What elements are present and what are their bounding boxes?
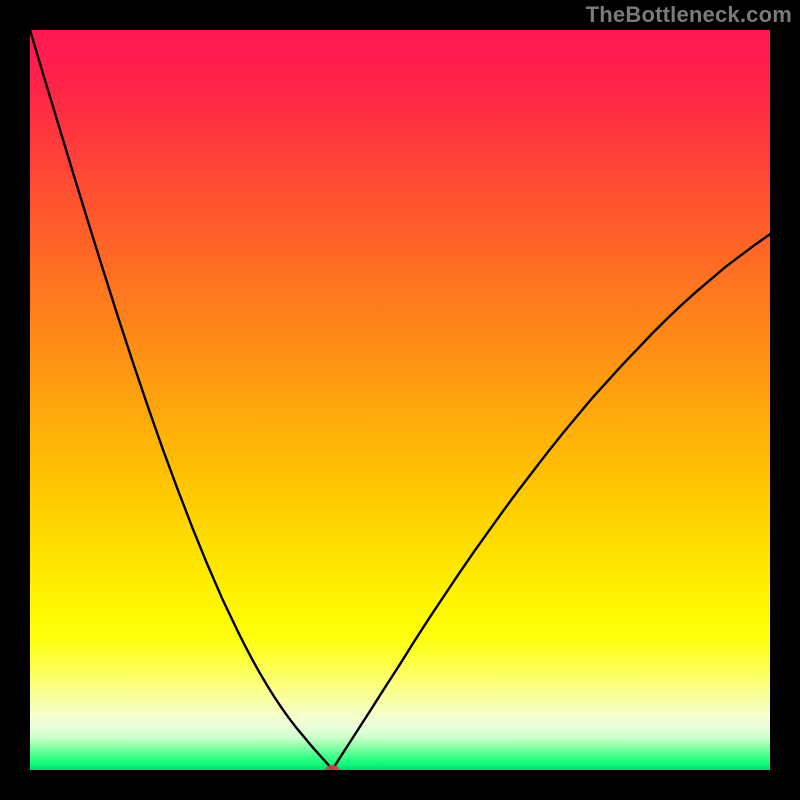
watermark-text: TheBottleneck.com (586, 2, 792, 28)
chart-svg (30, 30, 770, 770)
gradient-background (30, 30, 770, 770)
bottleneck-chart (30, 30, 770, 770)
chart-frame: TheBottleneck.com (0, 0, 800, 800)
